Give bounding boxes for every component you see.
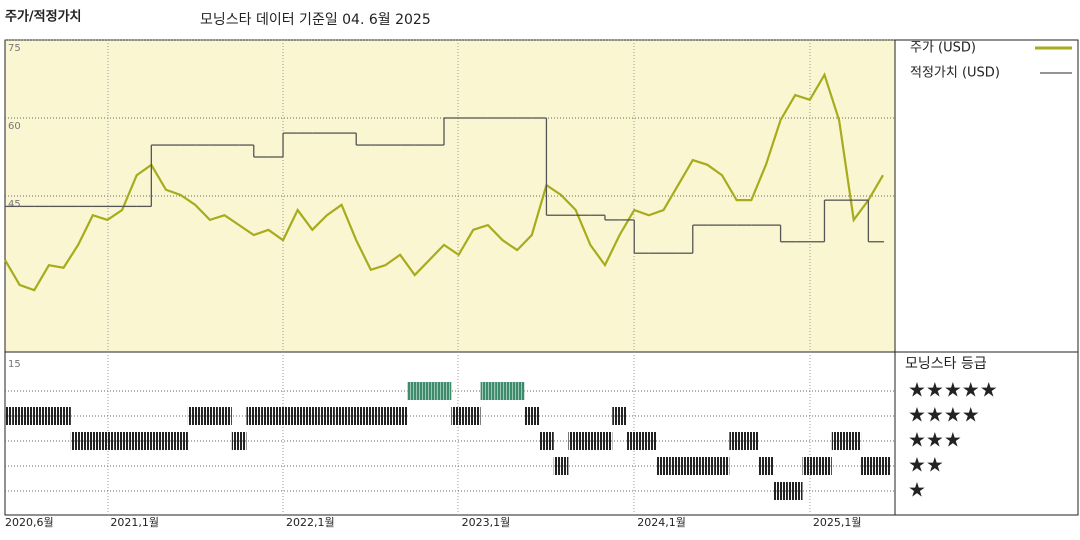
rating-bar	[363, 407, 379, 425]
rating-label: ★★	[908, 453, 944, 477]
rating-bar	[5, 407, 13, 425]
rating-bar	[173, 432, 188, 450]
rating-bar	[422, 382, 437, 400]
rating-bar	[290, 407, 305, 425]
y-tick-label: 60	[8, 121, 21, 132]
legend-label: 적정가치 (USD)	[910, 66, 1000, 81]
y-tick-label: 75	[8, 43, 21, 54]
rating-bar	[144, 432, 159, 450]
rating-bar	[41, 407, 57, 425]
rating-bar	[773, 482, 788, 500]
page-title: 주가/적정가치	[5, 9, 82, 25]
rating-bar	[670, 457, 686, 475]
rating-bar	[495, 382, 510, 400]
rating-bar	[12, 407, 27, 425]
rating-bar	[743, 432, 759, 450]
rating-bar	[524, 407, 540, 425]
x-tick-label: 2021,1월	[110, 516, 159, 529]
x-tick-label: 2025,1월	[813, 516, 862, 529]
rating-bar	[714, 457, 730, 475]
rating-bar	[480, 382, 496, 400]
rating-bar	[70, 432, 86, 450]
rating-bar	[451, 407, 466, 425]
rating-bar	[202, 407, 218, 425]
rating-bar	[568, 432, 584, 450]
x-tick-label: 2024,1월	[637, 516, 686, 529]
rating-bar	[100, 432, 115, 450]
rating-bar	[509, 382, 525, 400]
rating-bar	[26, 407, 42, 425]
rating-bar	[436, 382, 452, 400]
rating-bar	[304, 407, 320, 425]
axis-label: 15	[8, 359, 21, 370]
rating-bar	[319, 407, 335, 425]
rating-bar	[641, 432, 657, 450]
rating-bar	[626, 432, 642, 450]
x-tick-label: 2020,6월	[5, 516, 54, 529]
x-tick-label: 2023,1월	[462, 516, 511, 529]
rating-bar	[861, 457, 876, 475]
rating-title: 모닝스타 등급	[905, 356, 987, 372]
rating-bar	[787, 482, 803, 500]
rating-bar	[597, 432, 613, 450]
rating-bar	[539, 432, 554, 450]
rating-bar	[275, 407, 291, 425]
rating-bar	[334, 407, 349, 425]
rating-label: ★★★★★	[908, 378, 998, 402]
rating-label: ★	[908, 478, 926, 502]
rating-bar	[348, 407, 364, 425]
frame	[4, 39, 1079, 516]
x-tick-label: 2022,1월	[286, 516, 335, 529]
rating-bar	[553, 457, 569, 475]
rating-bar	[465, 407, 481, 425]
rating-bar	[656, 457, 671, 475]
rating-bar	[875, 457, 891, 475]
legend-label: 주가 (USD)	[910, 41, 976, 56]
rating-bar	[700, 457, 715, 475]
rating-bar	[817, 457, 832, 475]
rating-bar	[114, 432, 130, 450]
rating-bar	[85, 432, 101, 450]
rating-bar	[217, 407, 232, 425]
rating-bar	[758, 457, 774, 475]
rating-bar	[729, 432, 744, 450]
subtitle: 모닝스타 데이터 기준일 04. 6월 2025	[200, 12, 431, 28]
rating-bar	[56, 407, 71, 425]
rating-bar	[583, 432, 598, 450]
rating-bar	[846, 432, 862, 450]
rating-bar	[158, 432, 174, 450]
rating-bar	[246, 407, 262, 425]
rating-bar	[129, 432, 145, 450]
rating-bar	[612, 407, 627, 425]
rating-bar	[378, 407, 393, 425]
rating-bar	[392, 407, 408, 425]
rating-bar	[231, 432, 247, 450]
rating-bar	[187, 407, 203, 425]
y-tick-label: 45	[8, 199, 21, 210]
rating-bar	[261, 407, 276, 425]
rating-bar	[802, 457, 818, 475]
rating-label: ★★★★	[908, 403, 980, 427]
rating-bar	[407, 382, 423, 400]
rating-bar	[685, 457, 701, 475]
rating-bar	[831, 432, 847, 450]
rating-label: ★★★	[908, 428, 962, 452]
